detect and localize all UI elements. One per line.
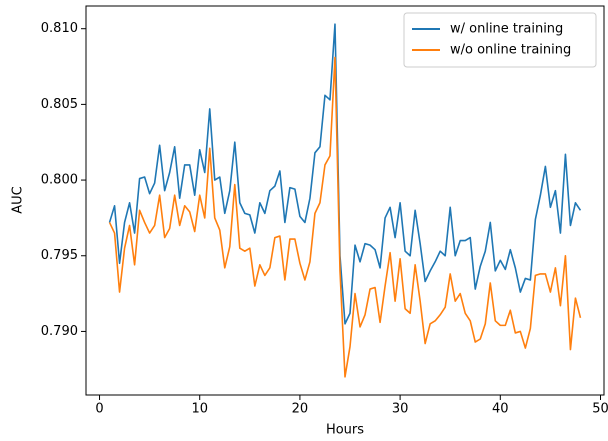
- legend-label: w/o online training: [450, 43, 571, 58]
- legend: w/ online training w/o online training: [403, 12, 597, 68]
- x-tick-label: 30: [392, 402, 409, 417]
- y-tick-label: 0.805: [41, 97, 78, 112]
- legend-box: [403, 12, 597, 68]
- y-tick-label: 0.795: [41, 248, 78, 263]
- x-axis-label: Hours: [326, 423, 364, 438]
- x-tick-label: 0: [95, 402, 103, 417]
- legend-label: w/ online training: [450, 22, 563, 37]
- y-tick-label: 0.790: [41, 324, 78, 339]
- series-line: [108, 23, 582, 325]
- y-tick-label: 0.810: [41, 21, 78, 36]
- x-tick-label: 20: [292, 402, 309, 417]
- plot-frame: [85, 5, 605, 396]
- y-tick-label: 0.800: [41, 173, 78, 188]
- x-tick-label: 40: [492, 402, 509, 417]
- y-axis-label: AUC: [11, 186, 26, 214]
- series-line: [108, 56, 582, 378]
- x-tick-label: 10: [191, 402, 208, 417]
- x-tick-label: 50: [592, 402, 608, 417]
